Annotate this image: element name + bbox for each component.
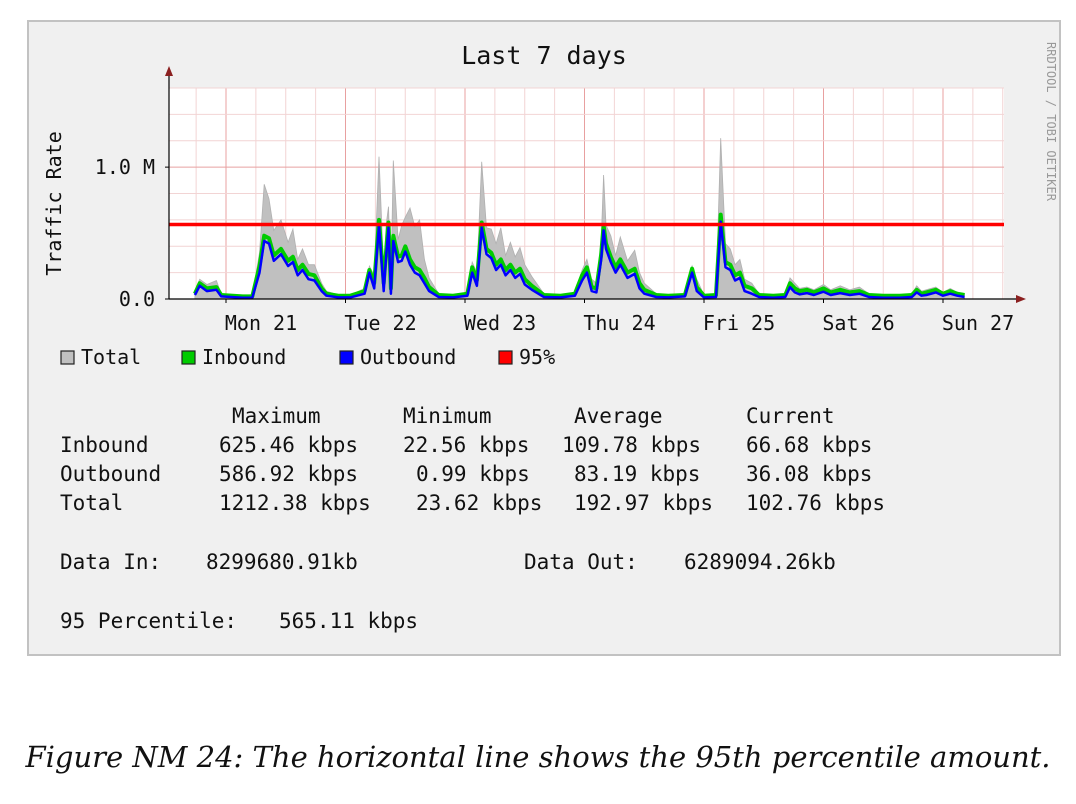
y-axis-arrow: [165, 66, 173, 76]
stats-outbound-avg: 83.19 kbps: [574, 462, 701, 486]
x-tick-label: Fri 25: [703, 311, 775, 335]
stats-outbound-max: 586.92 kbps: [219, 462, 359, 486]
y-axis-label: Traffic Rate: [42, 131, 66, 276]
stats-outbound-min: 0.99 kbps: [416, 462, 530, 486]
x-tick-label: Wed 23: [464, 311, 536, 335]
stats-inbound-max: 625.46 kbps: [219, 433, 359, 457]
stats-inbound-avg: 109.78 kbps: [562, 433, 702, 457]
legend-swatch-inbound: [181, 350, 196, 365]
x-axis-arrow: [1016, 295, 1026, 303]
data-out-label: Data Out:: [524, 550, 638, 574]
y-tick-label: 0.0: [119, 287, 155, 311]
p95-label: 95 Percentile:: [60, 609, 238, 633]
x-tick-label: Tue 22: [344, 311, 416, 335]
legend-label-outbound: Outbound: [360, 345, 456, 369]
stats-outbound-cur: 36.08 kbps: [746, 462, 873, 486]
legend-label-total: Total: [81, 345, 141, 369]
chart-title: Last 7 days: [461, 41, 627, 70]
rrdtool-watermark: RRDTOOL / TOBI OETIKER: [1044, 42, 1058, 202]
series-outbound-line: [193, 220, 965, 299]
stats-total-avg: 192.97 kbps: [574, 491, 714, 515]
data-in-label: Data In:: [60, 550, 162, 574]
legend-swatch-total: [60, 350, 75, 365]
p95-value: 565.11 kbps: [279, 609, 419, 633]
stats-inbound-cur: 66.68 kbps: [746, 433, 873, 457]
data-in-value: 8299680.91kb: [206, 550, 358, 574]
legend-label-p95: 95%: [519, 345, 555, 369]
stats-total-cur: 102.76 kbps: [746, 491, 886, 515]
rrd-graph-panel: Last 7 days Traffic Rate RRDTOOL / TOBI OE…: [27, 20, 1061, 656]
stats-header-minimum: Minimum: [403, 404, 492, 428]
stats-total-max: 1212.38 kbps: [219, 491, 371, 515]
x-tick-label: Sun 27: [942, 311, 1014, 335]
legend-swatch-p95: [498, 350, 513, 365]
stats-row-label-outbound: Outbound: [60, 462, 162, 486]
traffic-chart: Last 7 days Traffic Rate RRDTOOL / TOBI OE…: [42, 41, 1058, 369]
series-inbound-line: [193, 212, 965, 299]
legend-swatch-outbound: [339, 350, 354, 365]
stats-row-label-total: Total: [60, 491, 124, 515]
stats-inbound-min: 22.56 kbps: [403, 433, 530, 457]
stats-row-label-inbound: Inbound: [60, 433, 149, 457]
stats-header-average: Average: [574, 404, 663, 428]
x-tick-label: Mon 21: [225, 311, 297, 335]
y-tick-label: 1.0 M: [95, 155, 155, 179]
figure-caption: Figure NM 24: The horizontal line shows …: [25, 740, 1051, 774]
legend-label-inbound: Inbound: [202, 345, 286, 369]
stats-total-min: 23.62 kbps: [416, 491, 543, 515]
x-tick-label: Thu 24: [583, 311, 655, 335]
stats-header-current: Current: [746, 404, 835, 428]
x-tick-label: Sat 26: [822, 311, 894, 335]
data-out-value: 6289094.26kb: [684, 550, 836, 574]
stats-header-maximum: Maximum: [232, 404, 321, 428]
